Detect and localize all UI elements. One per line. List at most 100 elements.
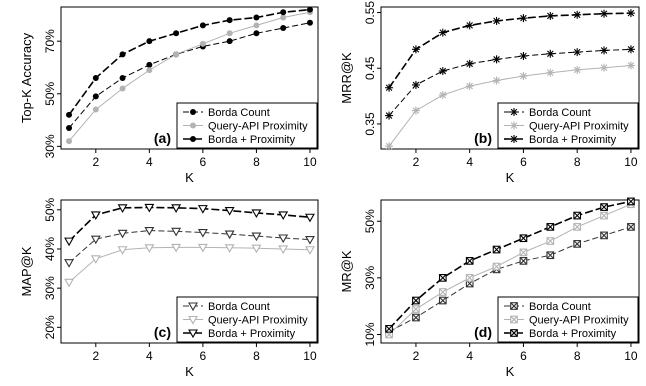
- x-tick-label: 8: [574, 349, 581, 363]
- data-point: [492, 76, 501, 85]
- data-point: [600, 211, 608, 220]
- x-tick-label: 6: [200, 349, 207, 363]
- series-line: [68, 11, 311, 142]
- legend-label: Borda + Proximity: [208, 328, 296, 340]
- x-tick-label: 2: [413, 349, 420, 363]
- legend-label: Query-API Proximity: [208, 315, 308, 327]
- data-point: [546, 49, 555, 58]
- data-point: [253, 14, 260, 21]
- plot-frame: [380, 6, 640, 150]
- legend-label: Query-API Proximity: [208, 121, 308, 133]
- data-point: [119, 85, 126, 92]
- data-point: [465, 21, 474, 30]
- data-point: [64, 237, 74, 247]
- data-point: [117, 246, 128, 255]
- y-tick-label: 30%: [43, 276, 57, 300]
- y-tick-label: 30%: [43, 134, 57, 158]
- data-point: [627, 223, 635, 231]
- data-point: [224, 207, 235, 216]
- data-point: [197, 228, 208, 238]
- series-2: [385, 200, 635, 339]
- legend-marker: [188, 302, 198, 312]
- data-point: [492, 16, 501, 25]
- data-point: [144, 203, 155, 213]
- data-point: [306, 19, 313, 26]
- data-point: [438, 274, 447, 282]
- legend-marker: [188, 329, 198, 339]
- data-point: [465, 257, 474, 265]
- x-tick-label: 2: [92, 349, 99, 363]
- data-point: [573, 10, 582, 19]
- data-point: [546, 68, 555, 77]
- data-point: [519, 248, 528, 257]
- legend-label: Borda Count: [529, 107, 591, 119]
- data-point: [600, 231, 608, 240]
- series-line: [388, 12, 631, 89]
- data-point: [173, 30, 180, 37]
- data-point: [251, 244, 262, 254]
- data-point: [197, 243, 208, 253]
- data-point: [280, 14, 287, 21]
- x-tick-label: 8: [574, 155, 581, 169]
- x-tick-label: 10: [624, 155, 638, 169]
- legend-marker: [510, 302, 518, 310]
- series-2: [66, 9, 313, 145]
- legend-marker: [510, 108, 518, 116]
- data-point: [627, 197, 635, 206]
- data-point: [573, 211, 582, 220]
- data-point: [438, 288, 447, 296]
- series-line: [68, 8, 311, 116]
- series-1: [64, 227, 315, 268]
- data-point: [278, 211, 289, 220]
- series-line: [388, 200, 632, 330]
- data-point: [92, 93, 99, 100]
- y-tick-label: 0.45: [363, 56, 377, 80]
- x-tick-label: 10: [303, 349, 317, 363]
- x-tick-label: 6: [520, 155, 527, 169]
- data-point: [199, 40, 206, 47]
- data-point: [278, 234, 289, 244]
- series-3: [66, 6, 313, 118]
- y-axis-label: Top-K Accuracy: [19, 32, 34, 123]
- data-point: [546, 251, 555, 260]
- series-line: [388, 64, 631, 147]
- y-axis-label: MR@K: [339, 250, 354, 292]
- chart-panel-d: 2 4 6 8 10 10% 30% 50% K MR@K Borda Count Query-API…: [339, 197, 640, 379]
- data-point: [119, 75, 126, 81]
- data-point: [64, 278, 74, 288]
- series-1: [385, 45, 635, 120]
- panel-label: (a): [154, 130, 171, 146]
- data-point: [90, 211, 101, 220]
- data-point: [626, 45, 635, 54]
- data-point: [385, 324, 393, 333]
- data-point: [226, 30, 233, 37]
- series-line: [388, 48, 631, 116]
- data-point: [199, 22, 206, 29]
- legend-label: Query-API Proximity: [529, 121, 629, 133]
- data-point: [251, 209, 262, 219]
- data-point: [492, 262, 501, 271]
- data-point: [519, 14, 528, 23]
- data-point: [385, 83, 394, 92]
- y-axis-label: MRR@K: [339, 52, 354, 104]
- data-point: [305, 213, 315, 223]
- data-point: [519, 257, 528, 265]
- series-2: [64, 243, 315, 288]
- data-point: [253, 30, 260, 37]
- x-tick-label: 8: [253, 155, 260, 169]
- y-tick-label: 50%: [43, 197, 57, 221]
- data-point: [600, 203, 608, 211]
- data-point: [117, 204, 128, 213]
- x-tick-label: 4: [146, 155, 153, 169]
- data-point: [197, 205, 208, 214]
- y-tick-label: 20%: [43, 315, 57, 339]
- data-point: [224, 230, 235, 240]
- y-tick-label: 50%: [43, 81, 57, 105]
- x-tick-label: 8: [253, 349, 260, 363]
- legend-label: Borda + Proximity: [529, 134, 617, 146]
- chart-panel-c: 2 4 6 8 10 20% 30% 40% 50% K MAP@K Borda Count Query…: [19, 197, 319, 379]
- data-point: [253, 22, 260, 29]
